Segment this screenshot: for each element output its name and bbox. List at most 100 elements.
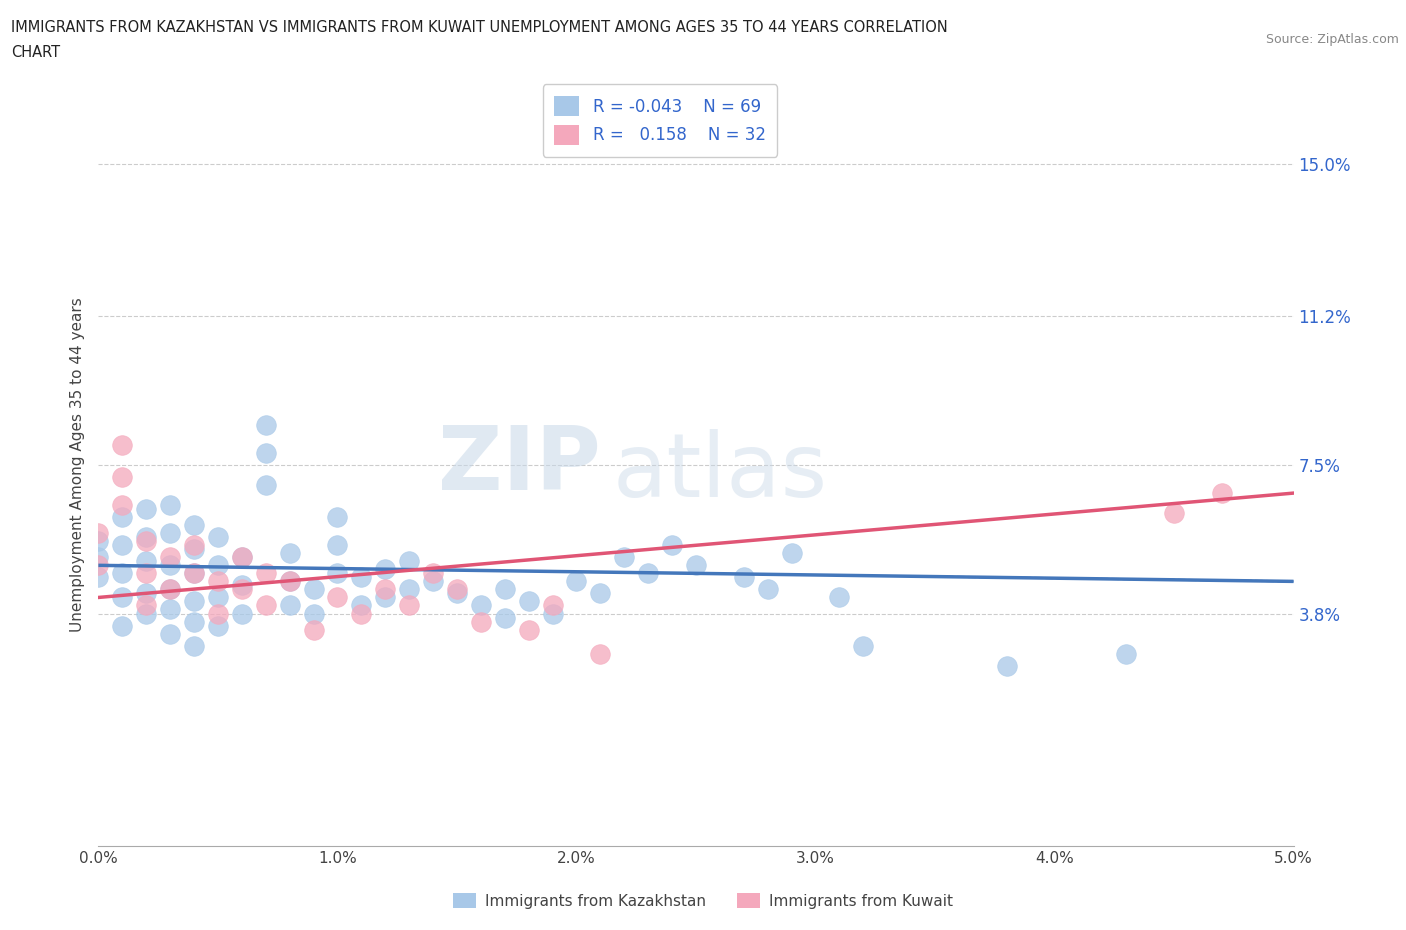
Point [135, 586, 157, 601]
Point [733, 570, 755, 585]
Point [207, 558, 229, 573]
Point [398, 554, 420, 569]
Text: Source: ZipAtlas.com: Source: ZipAtlas.com [1265, 33, 1399, 46]
Point [207, 574, 229, 589]
Point [541, 606, 564, 621]
Point [470, 614, 492, 629]
Point [111, 618, 134, 633]
Point [159, 582, 181, 597]
Point [613, 550, 636, 565]
Point [183, 518, 205, 533]
Point [254, 418, 277, 432]
Point [111, 590, 134, 604]
Point [780, 546, 803, 561]
Point [207, 590, 229, 604]
Point [183, 614, 205, 629]
Point [231, 578, 253, 592]
Y-axis label: Unemployment Among Ages 35 to 44 years: Unemployment Among Ages 35 to 44 years [69, 298, 84, 632]
Point [159, 558, 181, 573]
Point [278, 574, 301, 589]
Point [589, 586, 612, 601]
Point [470, 598, 492, 613]
Point [374, 590, 396, 604]
Point [87, 525, 110, 540]
Point [685, 558, 707, 573]
Point [278, 574, 301, 589]
Point [398, 598, 420, 613]
Point [302, 622, 325, 637]
Point [87, 558, 110, 573]
Point [302, 582, 325, 597]
Point [135, 501, 157, 516]
Point [111, 470, 134, 485]
Text: CHART: CHART [11, 45, 60, 60]
Point [254, 598, 277, 613]
Text: atlas: atlas [613, 429, 828, 516]
Legend: R = -0.043    N = 69, R =   0.158    N = 32: R = -0.043 N = 69, R = 0.158 N = 32 [543, 85, 778, 157]
Point [231, 582, 253, 597]
Point [159, 626, 181, 641]
Point [183, 538, 205, 552]
Point [374, 582, 396, 597]
Point [135, 534, 157, 549]
Point [159, 498, 181, 512]
Point [159, 582, 181, 597]
Point [1163, 506, 1185, 521]
Point [135, 566, 157, 581]
Point [135, 554, 157, 569]
Point [517, 622, 540, 637]
Point [111, 510, 134, 525]
Point [111, 498, 134, 512]
Point [350, 570, 373, 585]
Point [183, 542, 205, 557]
Point [852, 638, 875, 653]
Point [87, 570, 110, 585]
Point [231, 606, 253, 621]
Point [207, 618, 229, 633]
Point [135, 606, 157, 621]
Point [422, 566, 444, 581]
Text: IMMIGRANTS FROM KAZAKHSTAN VS IMMIGRANTS FROM KUWAIT UNEMPLOYMENT AMONG AGES 35 : IMMIGRANTS FROM KAZAKHSTAN VS IMMIGRANTS… [11, 20, 948, 35]
Point [494, 582, 516, 597]
Point [159, 525, 181, 540]
Point [111, 538, 134, 552]
Point [207, 606, 229, 621]
Point [995, 658, 1018, 673]
Point [87, 550, 110, 565]
Point [183, 566, 205, 581]
Point [637, 566, 659, 581]
Point [278, 598, 301, 613]
Point [326, 538, 349, 552]
Point [565, 574, 588, 589]
Point [254, 445, 277, 460]
Point [326, 510, 349, 525]
Point [278, 546, 301, 561]
Point [302, 606, 325, 621]
Point [661, 538, 683, 552]
Point [326, 590, 349, 604]
Point [231, 550, 253, 565]
Point [207, 530, 229, 545]
Point [183, 638, 205, 653]
Point [254, 566, 277, 581]
Point [111, 566, 134, 581]
Point [159, 550, 181, 565]
Point [494, 610, 516, 625]
Point [446, 582, 468, 597]
Point [517, 594, 540, 609]
Point [446, 586, 468, 601]
Point [231, 550, 253, 565]
Point [1115, 646, 1137, 661]
Point [87, 534, 110, 549]
Point [350, 606, 373, 621]
Legend: Immigrants from Kazakhstan, Immigrants from Kuwait: Immigrants from Kazakhstan, Immigrants f… [447, 886, 959, 915]
Point [254, 478, 277, 493]
Point [183, 566, 205, 581]
Point [422, 574, 444, 589]
Point [183, 594, 205, 609]
Point [1211, 485, 1233, 500]
Point [756, 582, 779, 597]
Point [326, 566, 349, 581]
Point [135, 530, 157, 545]
Point [589, 646, 612, 661]
